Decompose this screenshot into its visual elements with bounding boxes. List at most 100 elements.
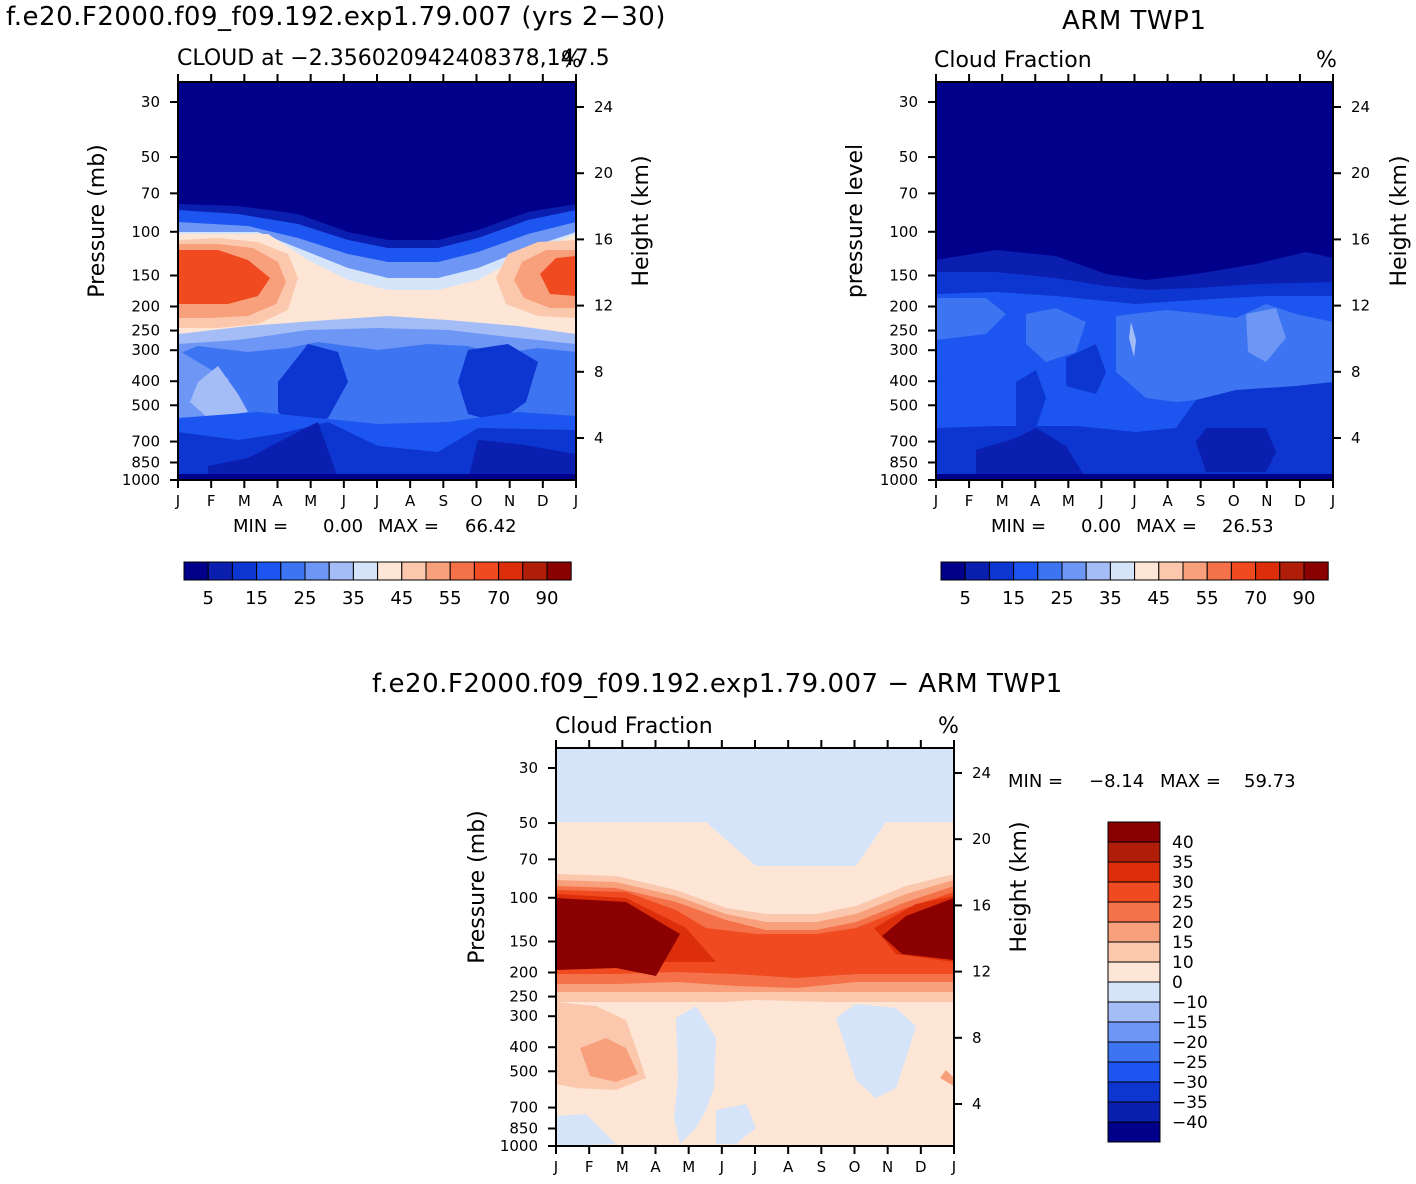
pressure-tick-label: 30 [519, 759, 538, 777]
pressure-tick-label: 250 [889, 322, 918, 340]
colorbar-label: −30 [1172, 1073, 1208, 1093]
colorbar-label: 20 [1172, 913, 1194, 933]
panel3-min-label: MIN = [1008, 771, 1064, 792]
pressure-tick-label: 400 [131, 372, 160, 390]
pressure-tick-label: 1000 [500, 1137, 538, 1155]
colorbar-swatch [1107, 861, 1161, 883]
colorbar-label: 70 [487, 588, 510, 609]
pressure-tick-label: 200 [509, 964, 538, 982]
panel3-subtitle: Cloud Fraction [555, 714, 713, 739]
colorbar-swatch [328, 561, 354, 581]
month-tick-label: J [933, 492, 938, 510]
pressure-tick-label: 300 [889, 341, 918, 359]
colorbar-swatch [988, 561, 1015, 581]
panel2-min-label: MIN = [991, 516, 1047, 537]
month-tick-label: J [573, 492, 578, 510]
month-tick-label: A [1030, 492, 1041, 510]
pressure-tick-label: 400 [889, 372, 918, 390]
colorbar-swatch [377, 561, 403, 581]
month-tick-label: J [553, 1158, 558, 1176]
pressure-tick-label: 500 [509, 1062, 538, 1080]
colorbar-swatch [1107, 841, 1161, 863]
colorbar-swatch [473, 561, 500, 581]
colorbar-label: −35 [1172, 1093, 1208, 1113]
colorbar-swatch [1013, 561, 1039, 581]
pressure-tick-label: 850 [509, 1119, 538, 1137]
height-tick-label: 24 [1351, 98, 1370, 116]
colorbar-label: −25 [1172, 1053, 1208, 1073]
colorbar-swatch [522, 561, 548, 581]
colorbar-swatch [1107, 961, 1161, 983]
colorbar-swatch [1107, 921, 1161, 943]
month-tick-label: F [965, 492, 974, 510]
colorbar-swatch [1255, 561, 1281, 581]
panel2-min-value: 0.00 [1081, 516, 1122, 537]
height-tick-label: 20 [972, 830, 991, 848]
diff-title: f.e20.F2000.f09_f09.192.exp1.79.007 − AR… [372, 669, 1063, 699]
colorbar-swatch [1085, 561, 1111, 581]
colorbar-label: 40 [1172, 833, 1194, 853]
colorbar-label: 35 [1172, 853, 1194, 873]
colorbar-swatch [1107, 981, 1161, 1003]
pressure-tick-label: 200 [889, 298, 918, 316]
height-tick-label: 12 [594, 297, 613, 315]
height-tick-label: 8 [594, 363, 604, 381]
month-tick-label: D [915, 1158, 927, 1176]
month-tick-label: A [650, 1158, 661, 1176]
month-tick-label: J [1131, 492, 1136, 510]
month-tick-label: D [537, 492, 549, 510]
colorbar-swatch [964, 561, 990, 581]
pressure-tick-label: 70 [141, 184, 160, 202]
month-tick-label: J [1098, 492, 1103, 510]
panel1-min-value: 0.00 [323, 516, 364, 537]
pressure-tick-label: 200 [131, 298, 160, 316]
colorbar-label: 90 [536, 588, 559, 609]
month-tick-label: J [951, 1158, 956, 1176]
colorbar-label: 25 [294, 588, 317, 609]
month-tick-label: S [1196, 492, 1206, 510]
y-axis-title-right: Height (km) [629, 155, 654, 286]
month-tick-label: M [996, 492, 1009, 510]
height-tick-label: 20 [594, 164, 613, 182]
colorbar-swatch [449, 561, 475, 581]
colorbar-label: 10 [1172, 953, 1194, 973]
pressure-tick-label: 150 [509, 932, 538, 950]
month-tick-label: M [238, 492, 251, 510]
colorbar-swatch [401, 561, 427, 581]
panel1-units: % [561, 48, 582, 73]
colorbar-label: 0 [1172, 973, 1183, 993]
colorbar-swatch [1279, 561, 1305, 581]
panel3-plot [555, 747, 955, 1147]
month-tick-label: J [341, 492, 346, 510]
colorbar-label: 45 [1147, 588, 1170, 609]
pressure-tick-label: 250 [509, 988, 538, 1006]
colorbar-swatch [1109, 561, 1136, 581]
colorbar-label: 15 [1172, 933, 1194, 953]
height-tick-label: 4 [594, 429, 604, 447]
pressure-tick-label: 70 [519, 850, 538, 868]
colorbar-label: −10 [1172, 993, 1208, 1013]
colorbar-swatch [1107, 1061, 1161, 1083]
colorbar-swatch [1107, 1101, 1161, 1123]
height-tick-label: 8 [972, 1029, 982, 1047]
month-tick-label: O [471, 492, 483, 510]
colorbar-swatch [1206, 561, 1232, 581]
colorbar-label: 70 [1244, 588, 1267, 609]
panel1-max-label: MAX = [378, 516, 439, 537]
colorbar-swatch [183, 561, 209, 581]
month-tick-label: M [616, 1158, 629, 1176]
height-tick-label: 12 [1351, 297, 1370, 315]
panel3-max-value: 59.73 [1244, 771, 1296, 792]
colorbar-swatch [231, 561, 258, 581]
pressure-tick-label: 50 [519, 814, 538, 832]
panel2-max-value: 26.53 [1222, 516, 1274, 537]
month-tick-label: O [1228, 492, 1240, 510]
pressure-tick-label: 700 [889, 433, 918, 451]
pressure-tick-label: 100 [131, 223, 160, 241]
pressure-tick-label: 300 [131, 341, 160, 359]
y-axis-title: Pressure (mb) [465, 810, 490, 964]
pressure-tick-label: 100 [889, 223, 918, 241]
y-axis-title-right: Height (km) [1387, 155, 1412, 286]
month-tick-label: F [585, 1158, 594, 1176]
month-tick-label: J [374, 492, 379, 510]
